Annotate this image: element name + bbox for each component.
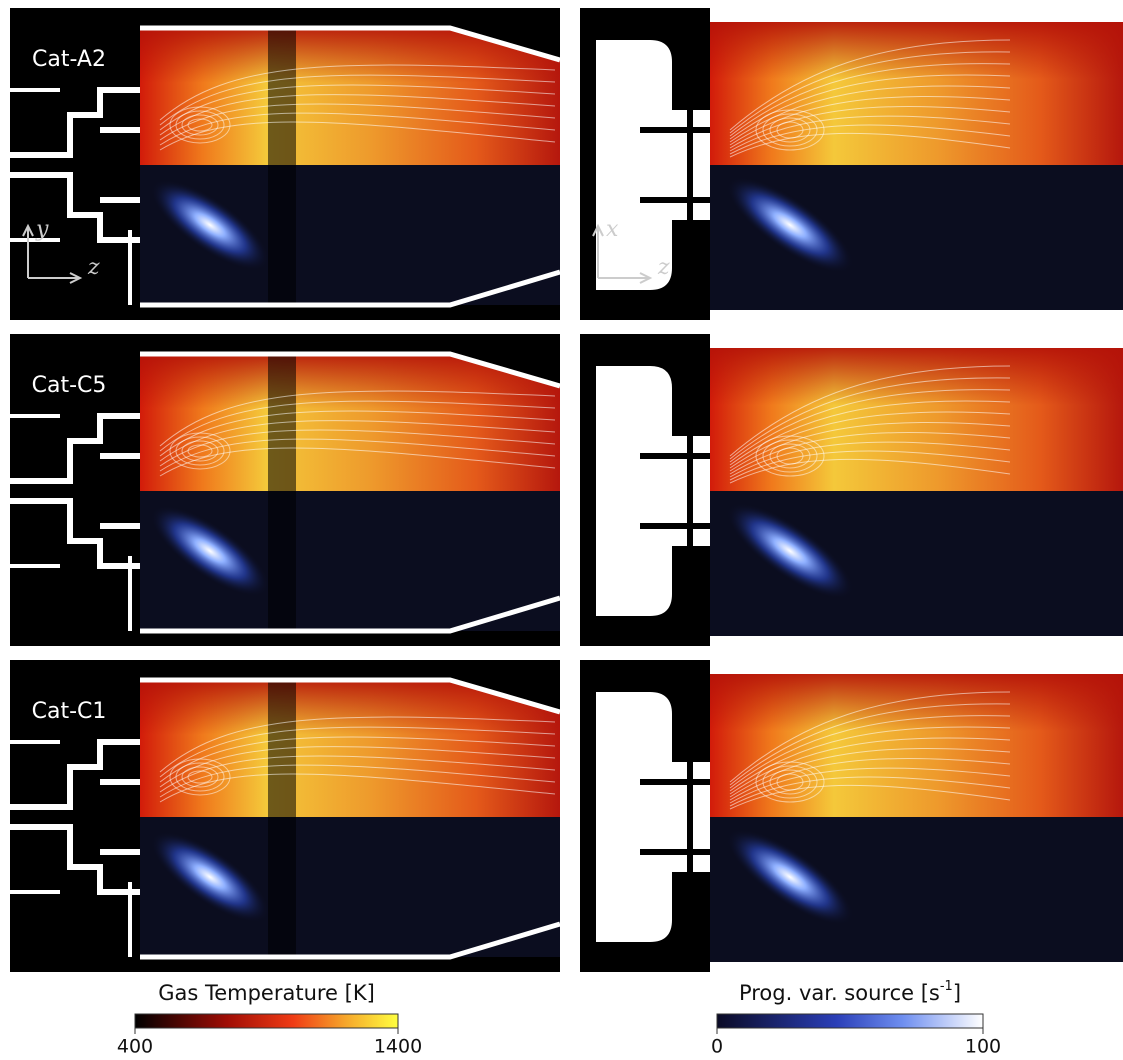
figure: Cat-A2 y z x z Cat-C5 Cat-C1 Gas Temperature [K… (0, 0, 1123, 1060)
colorbar-tick-label: 100 (965, 1036, 1001, 1058)
case-label: Cat-C5 (32, 373, 107, 398)
injector-stem (268, 8, 296, 320)
injector-stem (268, 660, 296, 972)
colorbar-tick-label: 0 (711, 1036, 723, 1058)
injector-stem (268, 334, 296, 646)
temperature-shade (140, 680, 560, 817)
case-label: Cat-C1 (32, 699, 107, 724)
colorbar-tick-label: 1400 (374, 1036, 422, 1058)
colorbar-title: Prog. var. source [s-1] (739, 979, 961, 1006)
colorbar-title-text: Gas Temperature [K] (158, 981, 375, 1005)
colorbar (135, 1014, 398, 1028)
colorbar-tick-label: 400 (117, 1036, 153, 1058)
case-label: Cat-A2 (32, 47, 106, 72)
temperature-shade (710, 348, 1123, 491)
axis-label: z (657, 255, 670, 280)
temperature-shade (140, 28, 560, 165)
colorbar-title-end: ] (953, 981, 961, 1005)
colorbar-title: Gas Temperature [K] (158, 981, 375, 1005)
colorbar (717, 1014, 983, 1028)
colorbar-title-text: Prog. var. source [s (739, 981, 940, 1005)
temperature-shade (710, 674, 1123, 817)
axis-label: x (606, 217, 619, 242)
axis-label: z (87, 255, 100, 280)
colorbar-title-superscript: -1 (940, 979, 953, 994)
axis-label: y (35, 217, 49, 242)
temperature-shade (710, 22, 1123, 165)
temperature-shade (140, 354, 560, 491)
